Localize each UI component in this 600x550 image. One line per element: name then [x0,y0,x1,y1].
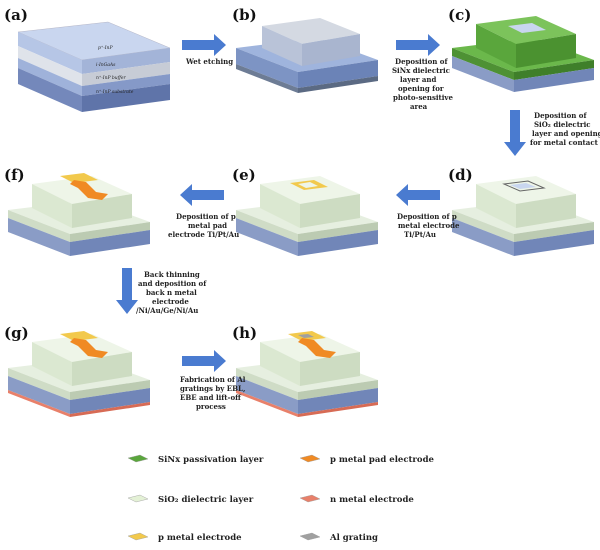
legend-swatch-5 [299,532,321,541]
layer-label-cap: p⁺-InP [98,45,113,51]
svg-text:layer and opening: layer and opening [532,129,600,138]
step-de-text: Deposition of p metal electrode Ti/Pt/Au [397,212,460,239]
step-bc-text: Deposition of SiNx dielectric layer and … [392,57,454,111]
svg-text:Ti/Pt/Au: Ti/Pt/Au [404,230,436,239]
svg-text:electrode Ti/Pt/Au: electrode Ti/Pt/Au [168,230,239,239]
svg-text:back n metal: back n metal [146,288,197,297]
panel-label-a: (a) [4,6,28,24]
arrow-a-b [182,34,226,56]
panel-label-d: (d) [448,166,473,184]
legend-swatch-2 [127,494,149,503]
step-cd-text: Deposition of SiO₂ dielectric layer and … [530,111,600,147]
arrow-e-f [180,184,224,206]
device-e [236,176,378,256]
panel-label-c: (c) [448,6,471,24]
legend-swatch-3 [299,494,321,503]
svg-text:photo-sensitive: photo-sensitive [393,93,454,102]
svg-text:layer and: layer and [400,75,436,84]
svg-text:Deposition of p: Deposition of p [397,212,457,221]
device-b [236,18,378,93]
svg-text:and deposition of: and deposition of [138,279,207,288]
panel-label-g: (g) [4,324,29,342]
panel-label-b: (b) [232,6,257,24]
svg-text:Fabrication of Al: Fabrication of Al [180,375,246,384]
arrow-d-e [396,184,440,206]
layer-label-absorber: i-InGaAs [96,62,116,68]
svg-text:Deposition of: Deposition of [395,57,448,66]
svg-text:Back thinning: Back thinning [144,270,200,279]
arrow-c-d [504,110,526,156]
arrows [116,34,526,372]
panel-label-f: (f) [4,166,25,184]
device-d [452,176,594,256]
step-ef-text: Deposition of p metal pad electrode Ti/P… [168,212,239,239]
svg-text:Deposition of p: Deposition of p [176,212,236,221]
svg-text:metal electrode: metal electrode [398,221,460,230]
step-gh-text: Fabrication of Al gratings by EBL, EBE a… [180,375,246,411]
svg-text:EBE and lift-off: EBE and lift-off [180,393,242,402]
arrow-b-c [396,34,440,56]
panel-label-h: (h) [232,324,257,342]
svg-text:for metal contact: for metal contact [530,138,599,147]
legend-label-1: p metal pad electrode [330,455,435,465]
layer-label-substrate: n⁺-InP substrate [96,89,134,95]
arrow-f-g [116,268,138,314]
legend-swatch-1 [299,454,321,463]
panel-label-e: (e) [232,166,256,184]
device-f [8,173,150,256]
svg-text:SiNx dielectric: SiNx dielectric [392,66,450,75]
layer-label-buffer: n⁺-InP buffer [96,75,127,81]
step-fg-text: Back thinning and deposition of back n m… [136,270,207,315]
svg-text:Deposition of: Deposition of [534,111,587,120]
svg-text:SiO₂ dielectric: SiO₂ dielectric [534,120,591,129]
legend-swatch-4 [127,532,149,541]
legend-label-0: SiNx passivation layer [158,455,264,465]
device-g [8,331,150,417]
legend-label-3: n metal electrode [330,495,414,505]
svg-text:electrode: electrode [152,297,189,306]
wafer-a: p⁺-InP i-InGaAs n⁺-InP buffer n⁺-InP sub… [17,21,171,112]
device-h [236,331,378,417]
svg-text:Wet etching: Wet etching [185,57,233,66]
svg-text:area: area [410,102,428,111]
svg-text:gratings by EBL,: gratings by EBL, [180,384,245,393]
legend-label-4: p metal electrode [158,533,242,543]
legend-swatch-0 [127,454,149,463]
legend-label-2: SiO₂ dielectric layer [158,495,254,505]
step-ab-text: Wet etching [185,57,233,66]
device-c [452,16,594,92]
svg-text:process: process [196,402,226,411]
svg-text:/Ni/Au/Ge/Ni/Au: /Ni/Au/Ge/Ni/Au [136,306,198,315]
svg-text:metal pad: metal pad [188,221,227,230]
arrow-g-h [182,350,226,372]
legend: SiNx passivation layer p metal pad electr… [127,454,435,543]
svg-text:opening for: opening for [398,84,444,93]
legend-label-5: Al grating [329,533,378,543]
